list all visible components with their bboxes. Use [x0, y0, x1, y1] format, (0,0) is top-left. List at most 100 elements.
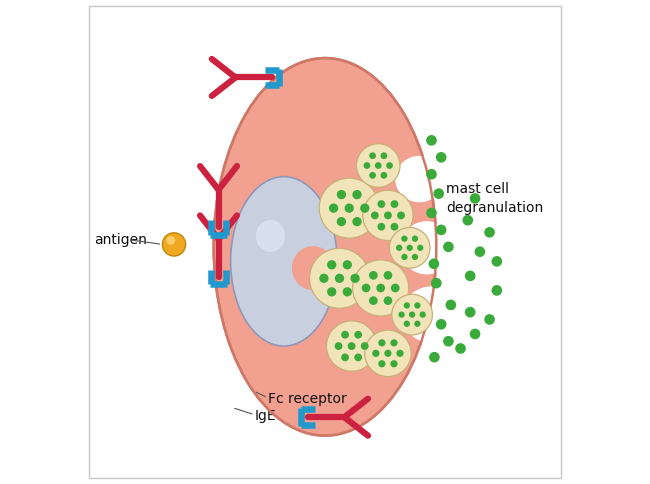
Circle shape [436, 225, 447, 235]
Circle shape [465, 271, 476, 281]
Circle shape [363, 190, 413, 241]
Circle shape [365, 330, 411, 377]
Circle shape [375, 162, 382, 169]
Circle shape [474, 246, 485, 257]
Circle shape [343, 287, 352, 297]
Circle shape [431, 278, 441, 288]
Circle shape [337, 217, 346, 227]
Circle shape [404, 320, 410, 327]
Circle shape [343, 260, 352, 270]
Circle shape [335, 342, 343, 350]
Circle shape [419, 311, 426, 318]
Circle shape [380, 152, 387, 159]
Circle shape [414, 302, 421, 309]
Circle shape [341, 331, 349, 339]
Circle shape [352, 260, 409, 316]
Circle shape [414, 320, 421, 327]
Circle shape [443, 242, 454, 252]
Circle shape [319, 178, 379, 238]
Circle shape [380, 172, 387, 179]
Circle shape [484, 314, 495, 325]
Circle shape [417, 244, 423, 251]
Circle shape [392, 294, 432, 335]
Circle shape [384, 296, 393, 305]
Circle shape [344, 203, 354, 213]
Circle shape [335, 273, 344, 283]
Circle shape [361, 284, 370, 292]
Circle shape [406, 244, 413, 251]
Circle shape [372, 350, 380, 357]
Circle shape [348, 342, 356, 350]
Circle shape [326, 321, 377, 371]
Circle shape [369, 172, 376, 179]
Circle shape [434, 188, 444, 199]
Circle shape [337, 190, 346, 199]
Circle shape [391, 284, 400, 292]
Text: Fc receptor: Fc receptor [268, 393, 346, 406]
Circle shape [409, 311, 415, 318]
Circle shape [455, 343, 466, 354]
Ellipse shape [400, 221, 453, 274]
Ellipse shape [214, 58, 436, 436]
Circle shape [391, 223, 398, 230]
Circle shape [470, 193, 480, 204]
Circle shape [327, 260, 336, 270]
Circle shape [378, 339, 385, 347]
Circle shape [354, 331, 362, 339]
Circle shape [426, 208, 437, 218]
Circle shape [360, 203, 369, 213]
Circle shape [401, 236, 408, 242]
Circle shape [391, 200, 398, 208]
Circle shape [397, 212, 405, 219]
Circle shape [428, 258, 439, 269]
Circle shape [412, 254, 418, 260]
Circle shape [350, 273, 360, 283]
Circle shape [401, 254, 408, 260]
Text: IgE: IgE [255, 409, 276, 423]
Circle shape [369, 271, 378, 280]
Circle shape [361, 342, 369, 350]
Ellipse shape [256, 220, 285, 252]
Circle shape [162, 233, 186, 256]
Circle shape [391, 339, 398, 347]
Circle shape [369, 296, 378, 305]
Circle shape [436, 152, 447, 163]
Circle shape [309, 248, 370, 308]
Circle shape [378, 223, 385, 230]
Circle shape [319, 273, 328, 283]
Circle shape [356, 144, 400, 187]
Circle shape [352, 217, 361, 227]
Circle shape [376, 284, 385, 292]
Circle shape [327, 287, 336, 297]
Circle shape [166, 236, 175, 245]
Circle shape [341, 353, 349, 361]
Circle shape [429, 352, 439, 363]
Circle shape [465, 307, 476, 318]
Circle shape [491, 285, 502, 296]
Circle shape [462, 215, 473, 226]
Circle shape [436, 319, 447, 330]
Circle shape [396, 350, 404, 357]
Circle shape [426, 135, 437, 146]
Circle shape [352, 190, 361, 199]
Circle shape [369, 152, 376, 159]
Ellipse shape [292, 246, 335, 290]
Circle shape [443, 336, 454, 347]
Circle shape [484, 227, 495, 238]
Circle shape [354, 353, 362, 361]
Circle shape [389, 227, 430, 268]
Circle shape [445, 300, 456, 310]
Circle shape [491, 256, 502, 267]
Circle shape [386, 162, 393, 169]
Circle shape [384, 350, 391, 357]
Circle shape [396, 244, 402, 251]
Ellipse shape [395, 156, 443, 202]
Circle shape [384, 271, 393, 280]
Circle shape [363, 162, 370, 169]
Text: mast cell
degranulation: mast cell degranulation [446, 182, 543, 215]
Circle shape [404, 302, 410, 309]
Circle shape [391, 360, 398, 367]
Circle shape [412, 236, 418, 242]
Ellipse shape [231, 177, 337, 346]
Circle shape [426, 169, 437, 180]
